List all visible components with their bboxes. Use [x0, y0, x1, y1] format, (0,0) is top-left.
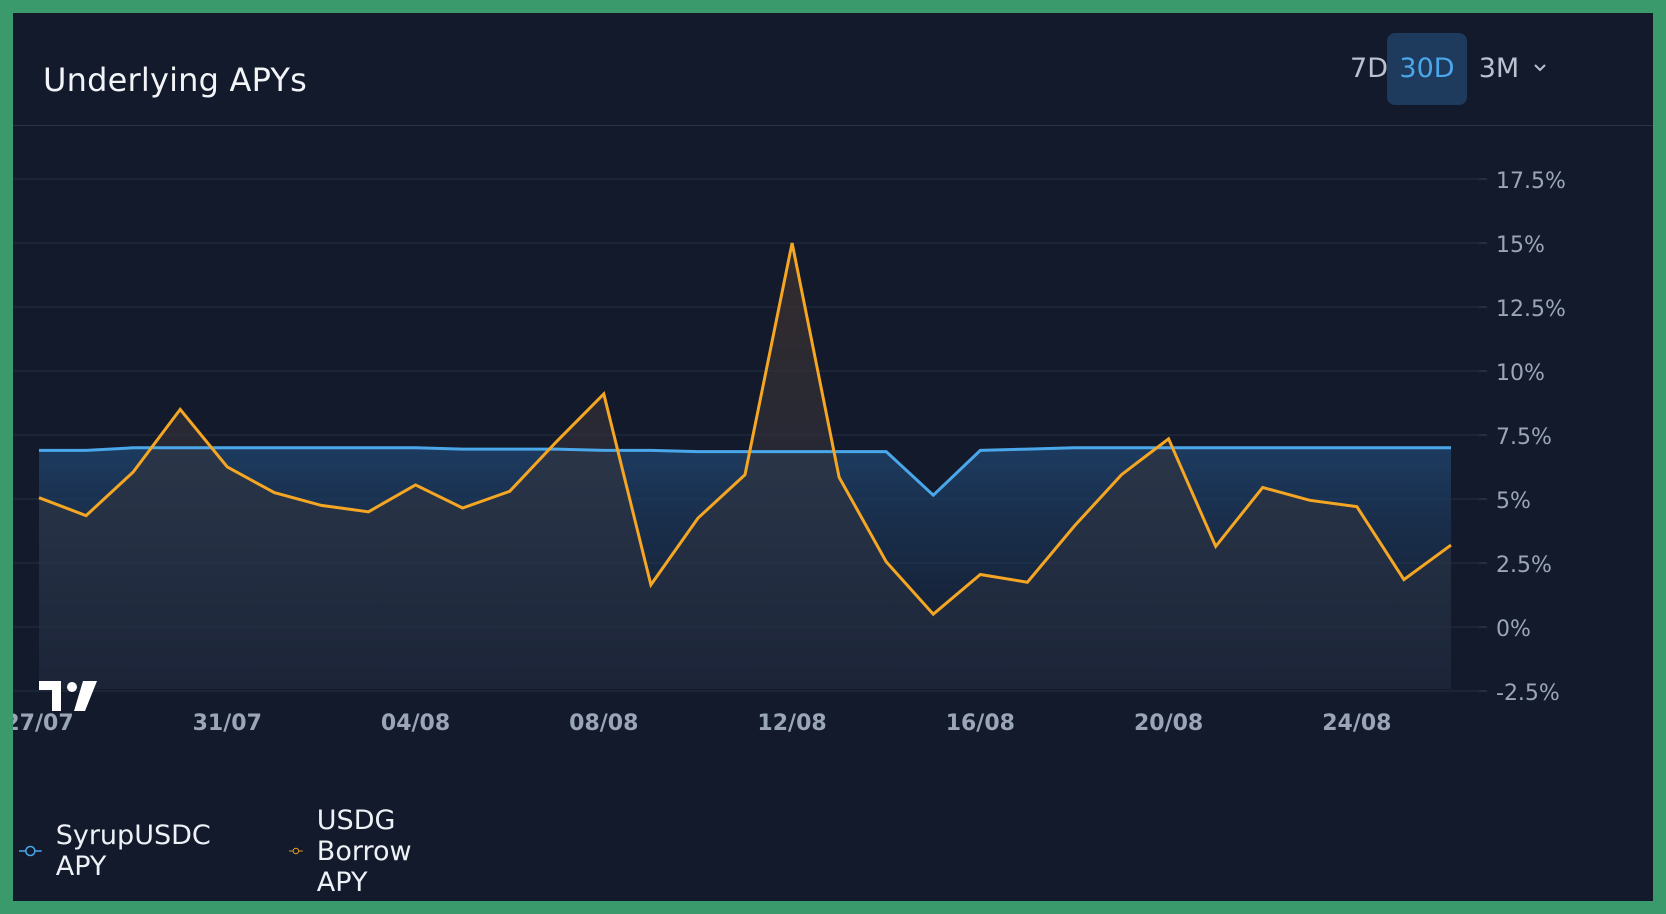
- apy-chart[interactable]: 17.5% 15% 12.5% 10% 7.5% 5% 2.5% 0% -2.5% 27/07 3…: [13, 13, 1653, 813]
- tradingview-logo: [39, 681, 97, 711]
- x-tick-label: 31/07: [193, 711, 262, 736]
- y-tick-label: 15%: [1496, 233, 1545, 258]
- legend-label-syrup: SyrupUSDC APY: [55, 820, 211, 882]
- y-tick-label: 0%: [1496, 617, 1531, 642]
- syrup-series-icon: [19, 845, 42, 857]
- x-tick-label: 16/08: [946, 711, 1015, 736]
- legend-label-usdg: USDG Borrow APY: [316, 804, 412, 898]
- chevron-down-icon[interactable]: [1533, 61, 1547, 75]
- usdg-area: [39, 243, 1451, 689]
- tab-3m[interactable]: 3M: [1478, 53, 1520, 84]
- usdg-series-icon: [289, 847, 303, 855]
- y-tick-label: -2.5%: [1496, 681, 1560, 706]
- x-tick-label: 20/08: [1134, 711, 1203, 736]
- x-tick-label: 04/08: [381, 711, 450, 736]
- y-tick-label: 7.5%: [1496, 425, 1552, 450]
- y-tick-label: 12.5%: [1496, 297, 1566, 322]
- x-tick-label: 27/07: [13, 711, 74, 736]
- legend-item-syrup[interactable]: SyrupUSDC APY: [19, 820, 218, 882]
- y-tick-label: 5%: [1496, 489, 1531, 514]
- x-tick-label: 12/08: [757, 711, 826, 736]
- x-tick-label: 08/08: [569, 711, 638, 736]
- y-tick-label: 17.5%: [1496, 169, 1566, 194]
- y-tick-label: 2.5%: [1496, 553, 1552, 578]
- legend-item-usdg[interactable]: USDG Borrow APY: [289, 805, 428, 898]
- y-tick-label: 10%: [1496, 361, 1545, 386]
- tab-30d[interactable]: 30D: [1387, 33, 1467, 105]
- tab-7d[interactable]: 7D: [1350, 53, 1388, 84]
- chart-title: Underlying APYs: [43, 61, 308, 99]
- chart-panel: Underlying APYs 7D 30D 3M 17.5% 15% 12.5% 1…: [13, 13, 1653, 901]
- x-tick-label: 24/08: [1322, 711, 1391, 736]
- header-divider: [13, 125, 1653, 126]
